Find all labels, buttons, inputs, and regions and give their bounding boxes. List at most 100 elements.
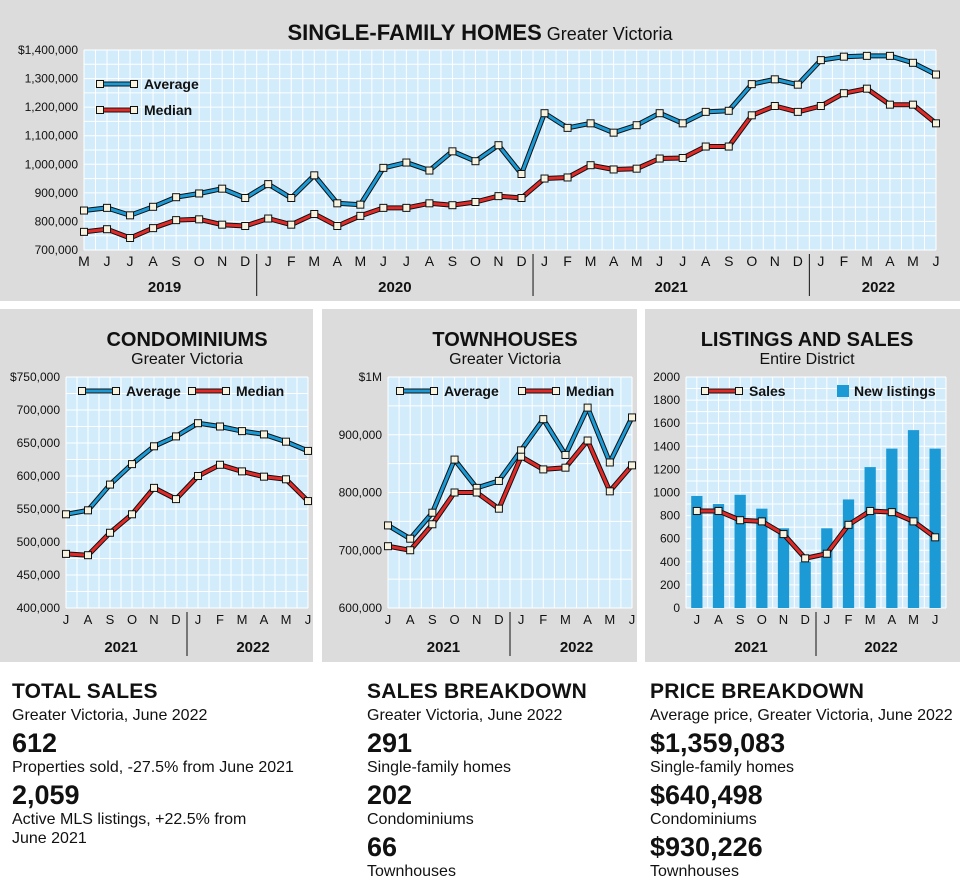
data-point <box>238 467 246 476</box>
x-tick-label: M <box>907 253 919 269</box>
x-tick-label: M <box>604 612 615 627</box>
data-point <box>609 128 618 137</box>
x-tick-label: S <box>736 612 745 627</box>
listing-bar <box>799 561 811 608</box>
listing-bar <box>886 448 898 608</box>
data-point <box>406 534 415 543</box>
single-family-price-value: $1,359,083 <box>650 728 786 758</box>
chart-title: LISTINGS AND SALES <box>701 329 914 351</box>
data-point <box>126 234 135 242</box>
y-tick-label: 1600 <box>653 416 680 430</box>
data-point <box>887 508 896 517</box>
data-point <box>428 520 437 529</box>
data-point <box>103 225 112 234</box>
data-point <box>84 551 92 560</box>
x-tick-label: O <box>127 612 137 627</box>
x-tick-label: M <box>865 612 876 627</box>
x-tick-label: M <box>78 253 90 269</box>
legend-label: Median <box>144 102 192 118</box>
y-tick-label: 700,000 <box>17 403 61 417</box>
data-point <box>80 206 88 215</box>
x-tick-label: M <box>585 253 597 269</box>
x-tick-label: J <box>195 612 202 627</box>
y-tick-label: 900,000 <box>35 186 79 200</box>
x-tick-label: M <box>308 253 320 269</box>
legend-label: Average <box>444 383 499 399</box>
data-point <box>103 203 112 212</box>
data-point <box>150 483 158 492</box>
x-tick-label: M <box>631 253 643 269</box>
x-tick-label: F <box>840 253 849 269</box>
legend-marker <box>130 106 138 114</box>
y-tick-label: 800 <box>660 509 680 523</box>
data-point <box>379 203 388 212</box>
data-point <box>494 141 503 150</box>
total-sales-desc: Properties sold, -27.5% from June 2021 <box>12 759 294 776</box>
listing-bar <box>734 494 746 608</box>
data-point <box>862 51 871 60</box>
listing-bar <box>842 499 855 608</box>
data-point <box>605 458 614 467</box>
x-tick-label: S <box>171 253 180 269</box>
y-tick-label: 700,000 <box>339 543 383 557</box>
x-tick-label: A <box>714 612 723 627</box>
chart-subtitle: Entire District <box>759 351 855 368</box>
data-point <box>609 165 618 174</box>
condo-sales-desc: Condominiums <box>367 811 474 828</box>
data-point <box>908 58 917 67</box>
data-point <box>149 202 158 211</box>
data-point <box>714 506 723 515</box>
x-tick-label: N <box>472 612 481 627</box>
y-tick-label: 900,000 <box>339 428 383 442</box>
legend-label: Median <box>566 383 614 399</box>
data-point <box>724 106 733 115</box>
x-tick-label: O <box>746 253 757 269</box>
x-tick-label: O <box>470 253 481 269</box>
x-tick-label: F <box>287 253 296 269</box>
price-breakdown-block: PRICE BREAKDOWN Average price, Greater V… <box>650 680 955 881</box>
x-tick-label: A <box>885 253 895 269</box>
year-label: 2021 <box>427 639 460 656</box>
listing-bar <box>691 495 703 608</box>
data-point <box>150 442 158 451</box>
data-point <box>472 488 481 497</box>
x-tick-label: J <box>824 612 831 627</box>
data-point <box>402 158 411 167</box>
x-tick-label: A <box>701 253 711 269</box>
data-point <box>494 476 503 485</box>
data-point <box>701 107 710 116</box>
condo-sales-value: 202 <box>367 780 413 810</box>
data-point <box>194 419 202 428</box>
y-tick-label: 700,000 <box>35 243 79 257</box>
year-label: 2021 <box>734 639 767 656</box>
data-point <box>517 170 526 178</box>
data-point <box>241 222 250 230</box>
x-tick-label: D <box>171 612 180 627</box>
listing-bar <box>929 448 941 608</box>
data-point <box>428 508 437 517</box>
year-label: 2019 <box>148 279 181 296</box>
data-point <box>128 510 136 519</box>
data-point <box>384 542 392 551</box>
data-point <box>563 173 572 182</box>
legend-label: Sales <box>749 383 786 399</box>
data-point <box>172 216 181 225</box>
price-breakdown-heading: PRICE BREAKDOWN <box>650 680 865 703</box>
data-point <box>757 517 766 526</box>
legend-label: Average <box>144 76 199 92</box>
data-point <box>80 227 88 236</box>
x-tick-label: F <box>563 253 572 269</box>
active-listings-value: 2,059 <box>12 780 80 810</box>
price-breakdown-subheading: Average price, Greater Victoria, June 20… <box>650 707 953 724</box>
x-tick-label: S <box>106 612 115 627</box>
data-point <box>885 100 894 109</box>
data-point <box>561 463 570 472</box>
data-point <box>655 154 664 163</box>
x-tick-label: N <box>779 612 788 627</box>
townhouse-price-value: $930,226 <box>650 832 763 862</box>
condo-price-value: $640,498 <box>650 780 763 810</box>
series-line <box>387 439 634 552</box>
y-tick-label: 1,000,000 <box>25 157 79 171</box>
x-tick-label: M <box>354 253 366 269</box>
data-point <box>287 220 296 229</box>
